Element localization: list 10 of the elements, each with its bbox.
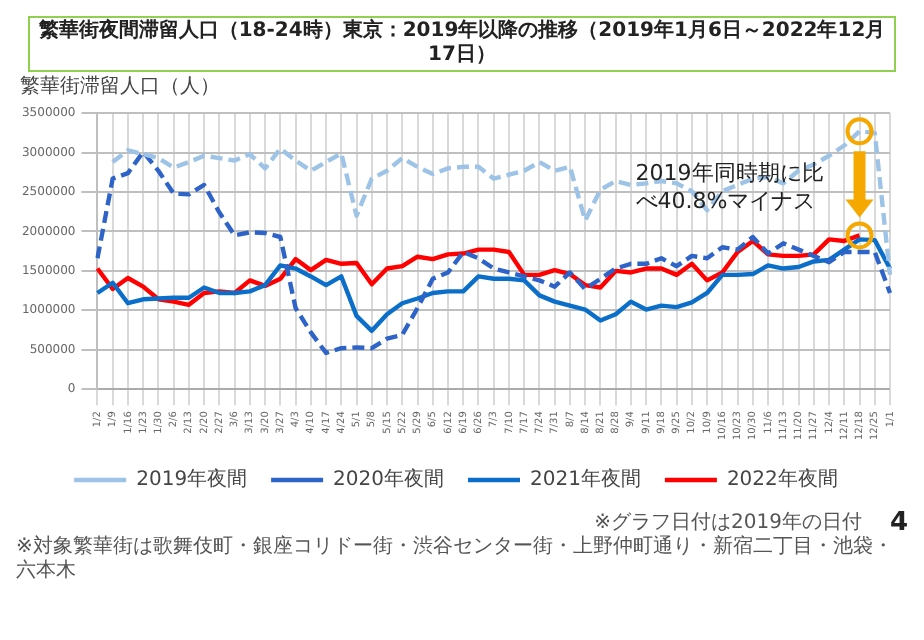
legend-label: 2021年夜間 [530,467,641,492]
chart-title: 繁華街夜間滞留人口（18-24時）東京：2019年以降の推移（2019年1月6日～2022年12月17日） [28,16,896,72]
legend-label: 2020年夜間 [333,467,445,492]
y-axis-title: 繁華街滞留人口（人） [20,76,222,100]
text: 4 [889,508,908,538]
text: ※グラフ日付は2019年の日付 [594,510,862,535]
text: ※対象繁華街は歌舞伎町・銀座コリドー街・渋谷センター街・上野仲町通り・新宿二丁目・池袋・六本木 [16,536,895,584]
legend-label: 2019年夜間 [136,467,248,492]
annotation: 2019年同時期に比べ40.8%マイナス [635,160,824,215]
legend-label: 2022年夜間 [726,467,838,492]
